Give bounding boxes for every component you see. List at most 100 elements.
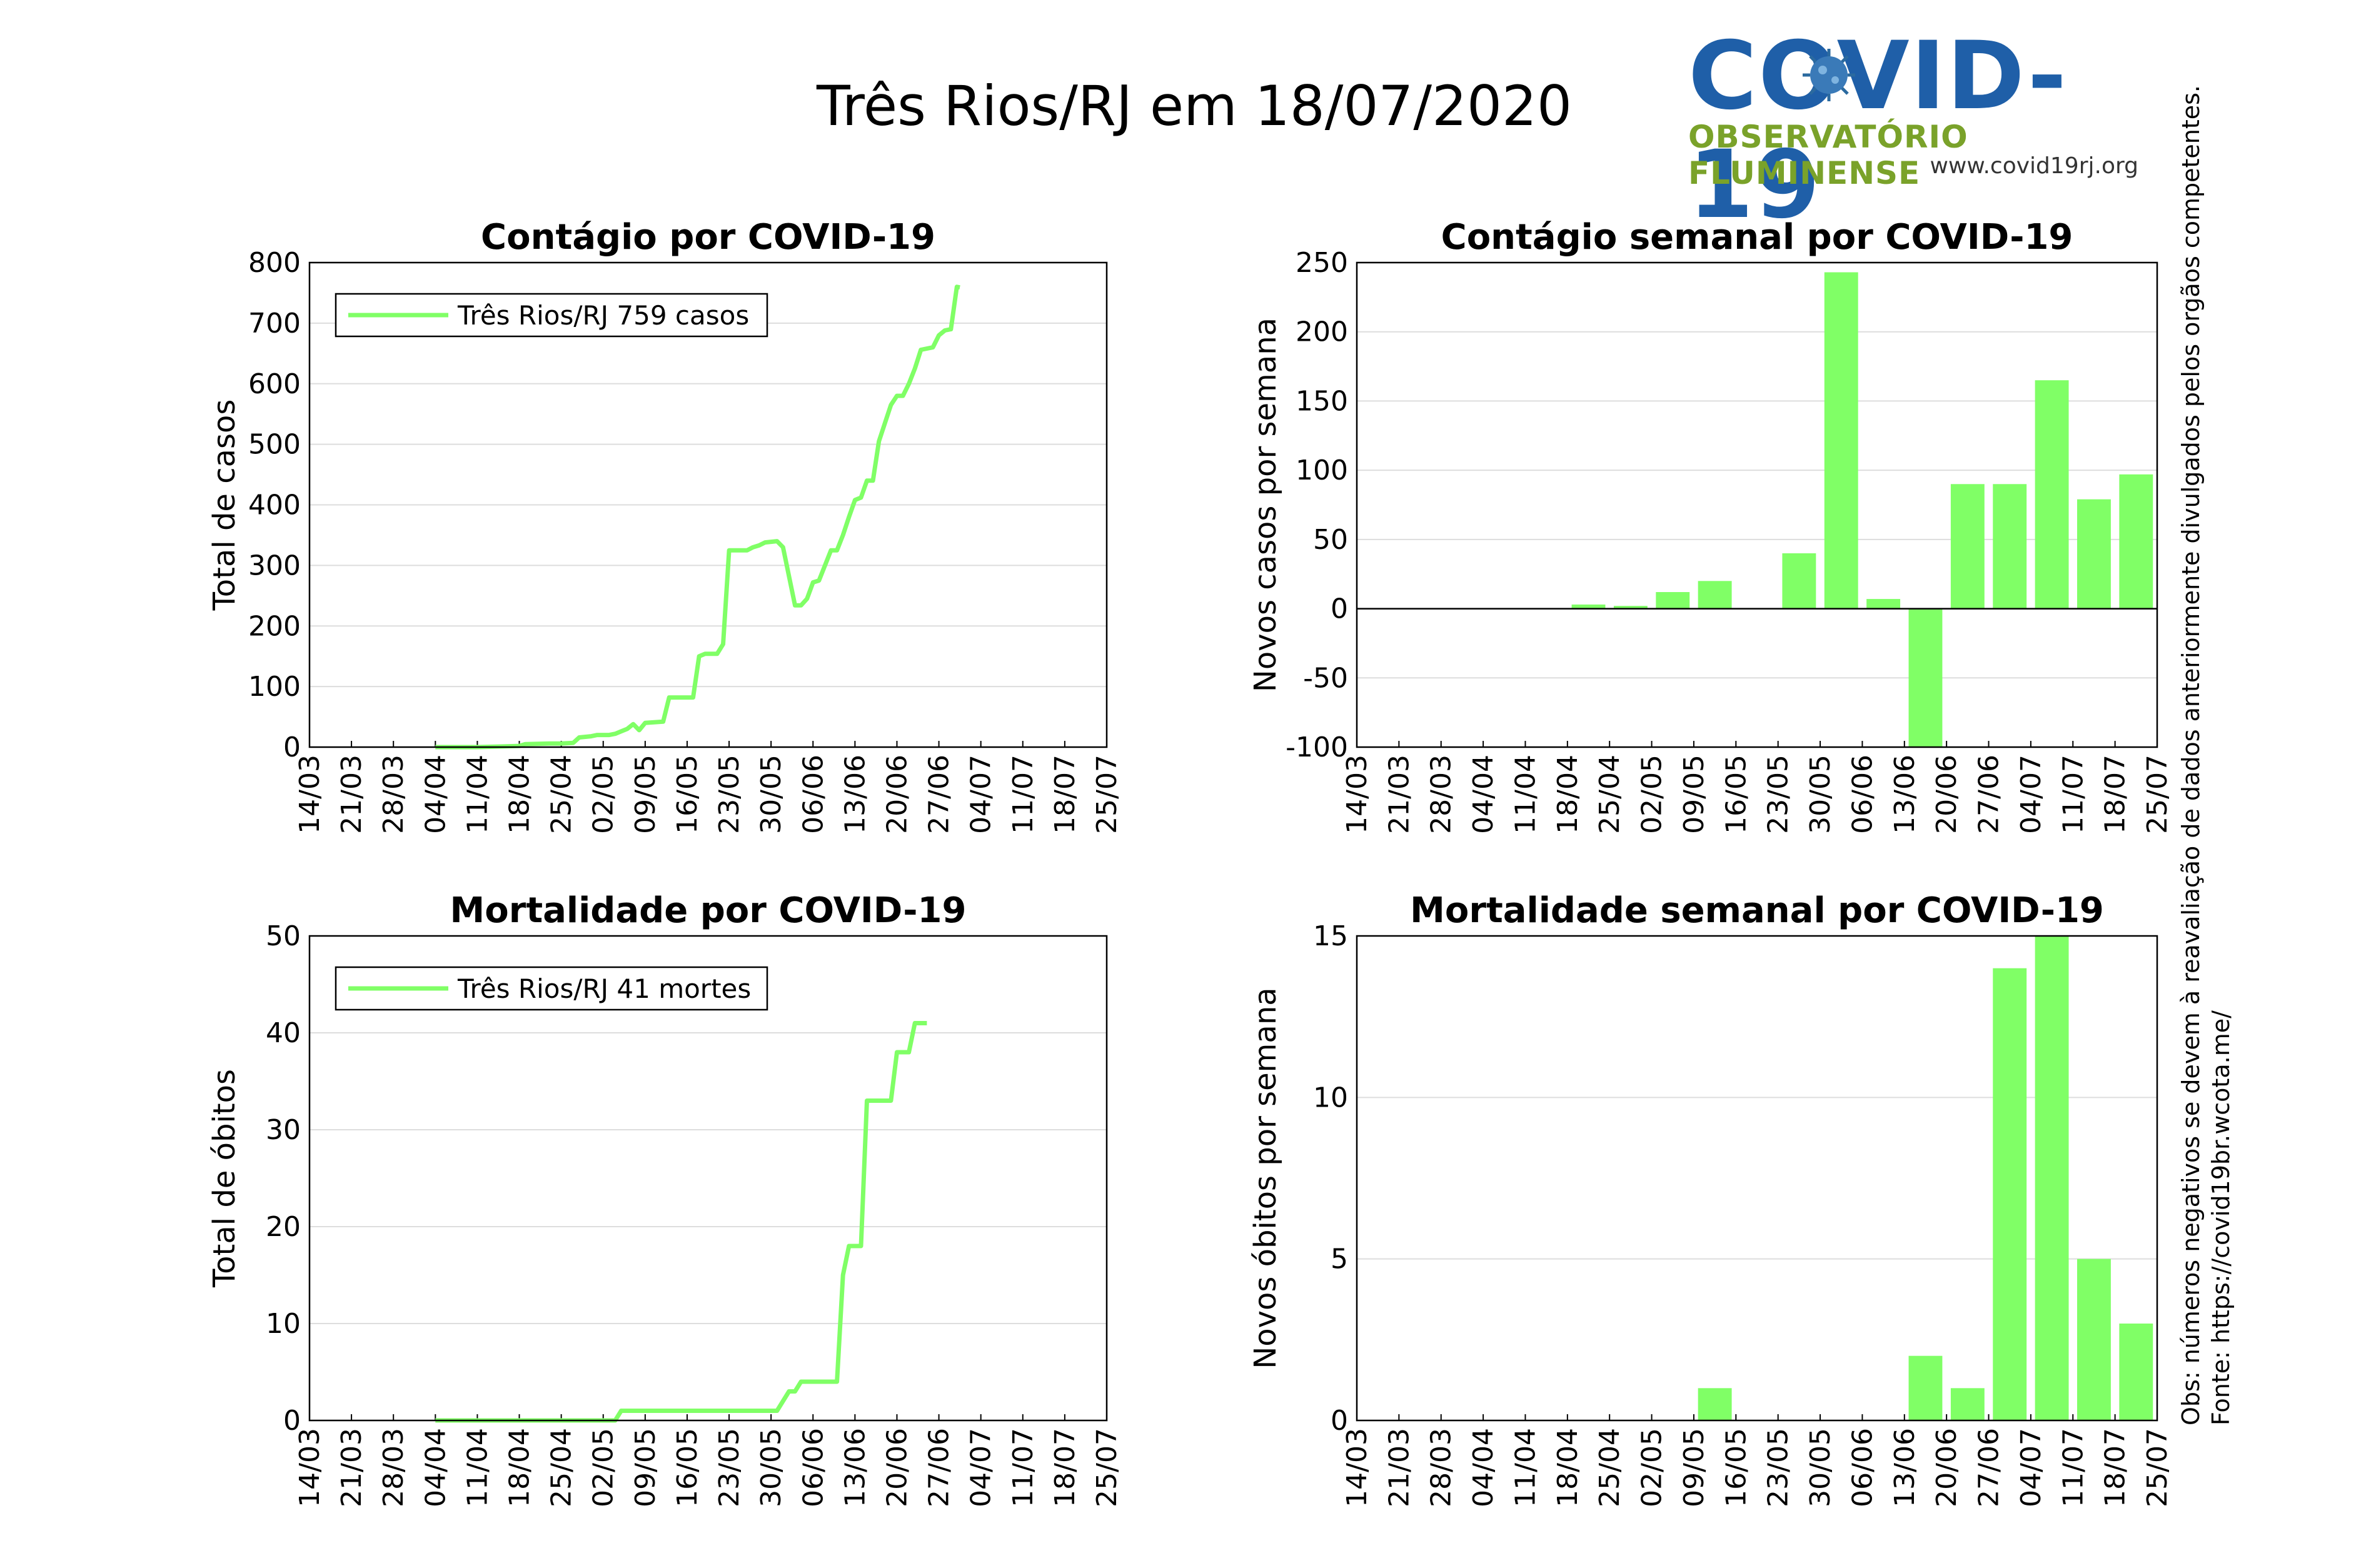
y-tick-label: 0 [283, 731, 301, 763]
x-tick-label: 16/05 [1720, 755, 1752, 834]
y-tick-label: 50 [266, 920, 301, 952]
logo-text: COVID-19 [1688, 22, 2068, 239]
y-tick-label: 0 [1331, 593, 1348, 625]
x-tick-label: 11/04 [1509, 1428, 1541, 1507]
x-tick-label: 20/06 [881, 755, 913, 834]
bar [2119, 474, 2153, 609]
x-tick-label: 14/03 [294, 755, 326, 834]
y-tick-label: 0 [1331, 1405, 1348, 1437]
bar [1613, 606, 1648, 609]
x-tick-label: 23/05 [713, 755, 745, 834]
x-tick-label: 11/07 [2057, 1428, 2089, 1507]
x-tick-label: 13/06 [839, 1428, 871, 1507]
y-tick-label: 250 [1296, 247, 1348, 279]
legend-label: Três Rios/RJ 41 mortes [457, 973, 751, 1004]
bar [1866, 599, 1901, 609]
bar [1824, 272, 1858, 609]
x-tick-label: 06/06 [797, 755, 829, 834]
x-tick-label: 25/04 [1594, 755, 1626, 834]
x-tick-label: 20/06 [1931, 755, 1963, 834]
bar [1656, 592, 1690, 609]
x-tick-label: 23/05 [1763, 1428, 1795, 1507]
x-tick-label: 25/07 [2142, 1428, 2173, 1507]
x-tick-label: 28/03 [378, 1428, 410, 1507]
y-tick-label: 200 [248, 610, 301, 642]
x-tick-label: 18/07 [2100, 755, 2132, 834]
x-tick-label: 11/07 [1007, 755, 1039, 834]
x-tick-label: 16/05 [672, 1428, 703, 1507]
x-tick-label: 18/04 [504, 755, 536, 834]
y-tick-label: 700 [248, 308, 301, 339]
x-tick-label: 09/05 [1678, 755, 1710, 834]
x-tick-label: 25/07 [1091, 755, 1123, 834]
x-tick-label: 04/04 [1467, 1428, 1499, 1507]
x-tick-label: 25/04 [1594, 1428, 1626, 1507]
x-tick-label: 11/07 [1007, 1428, 1039, 1507]
y-tick-label: 400 [248, 490, 301, 521]
x-tick-label: 18/04 [1552, 755, 1584, 834]
chart-title: Contágio por COVID-19 [481, 217, 935, 258]
chart-deaths-total: 0 10 20 30 40 50 Mortalidade por COVID-19 Total… [207, 890, 1123, 1507]
x-tick-label: 30/05 [1805, 755, 1836, 834]
x-tick-label: 04/04 [420, 755, 451, 834]
plot-frame [1356, 261, 2158, 748]
x-tick-label: 21/03 [1383, 755, 1415, 834]
series-line [435, 284, 960, 750]
x-tick-label: 16/05 [672, 755, 703, 834]
x-tick-label: 30/05 [755, 755, 787, 834]
x-tick-label: 21/03 [336, 1428, 368, 1507]
x-tick-label: 11/04 [461, 1428, 493, 1507]
plot-frame [308, 261, 1108, 748]
x-tick-label: 28/03 [1426, 1428, 1457, 1507]
x-tick-label: 23/05 [1763, 755, 1795, 834]
x-tick-label: 21/03 [336, 755, 368, 834]
x-tick-label: 30/05 [755, 1428, 787, 1507]
x-tick-label: 20/06 [881, 1428, 913, 1507]
x-tick-label: 18/07 [1049, 1428, 1081, 1507]
y-tick-label: 0 [283, 1405, 301, 1437]
chart-title: Mortalidade por COVID-19 [450, 890, 967, 931]
chart-cases-total: 0 100 200 300 400 500 600 700 800 Contágio por CO… [207, 217, 1123, 834]
x-tick-label: 18/04 [504, 1428, 536, 1507]
bar [1698, 581, 1732, 609]
y-tick-label: 40 [266, 1017, 301, 1049]
y-tick-label: 50 [1313, 524, 1348, 556]
x-tick-label: 04/07 [2015, 755, 2047, 834]
x-tick-label: 02/05 [588, 1428, 620, 1507]
x-tick-label: 16/05 [1720, 1428, 1752, 1507]
x-tick-label: 27/06 [1973, 755, 2005, 834]
y-tick-label: -50 [1303, 662, 1348, 694]
y-tick-label: 10 [1313, 1082, 1348, 1113]
x-tick-label: 23/05 [713, 1428, 745, 1507]
bar [2035, 936, 2069, 1420]
bar [1908, 1355, 1943, 1420]
x-tick-label: 02/05 [1636, 755, 1668, 834]
x-tick-label: 28/03 [378, 755, 410, 834]
x-tick-label: 30/05 [1805, 1428, 1836, 1507]
x-tick-label: 06/06 [1846, 755, 1878, 834]
bar [1782, 553, 1816, 609]
bar [1908, 608, 1943, 747]
y-tick-label: 200 [1296, 316, 1348, 348]
x-tick-label: 04/07 [965, 1428, 997, 1507]
chart-title: Contágio semanal por COVID-19 [1441, 217, 2073, 258]
y-tick-label: 100 [248, 671, 301, 703]
logo: COVID-19 OBSERVATÓRIO FLUMINENSE www.cov… [1688, 22, 2145, 239]
x-tick-label: 04/04 [1467, 755, 1499, 834]
x-tick-label: 06/06 [1846, 1428, 1878, 1507]
x-tick-label: 11/04 [461, 755, 493, 834]
plot-frame [1356, 935, 2158, 1422]
x-tick-label: 25/07 [2142, 755, 2173, 834]
x-tick-label: 21/03 [1383, 1428, 1415, 1507]
x-tick-label: 27/06 [1973, 1428, 2005, 1507]
bar [1993, 968, 2027, 1420]
x-tick-label: 09/05 [630, 1428, 662, 1507]
x-tick-label: 04/07 [965, 755, 997, 834]
x-tick-label: 04/04 [420, 1428, 451, 1507]
page-title: Três Rios/RJ em 18/07/2020 [816, 74, 1573, 138]
x-tick-label: 25/04 [546, 755, 578, 834]
x-tick-label: 18/07 [2100, 1428, 2132, 1507]
y-axis-label: Total de óbitos [207, 1069, 242, 1288]
x-tick-label: 20/06 [1931, 1428, 1963, 1507]
chart-deaths-weekly: 0 5 10 15 Mortalidade semanal por COVID-19 No… [1248, 890, 2173, 1507]
